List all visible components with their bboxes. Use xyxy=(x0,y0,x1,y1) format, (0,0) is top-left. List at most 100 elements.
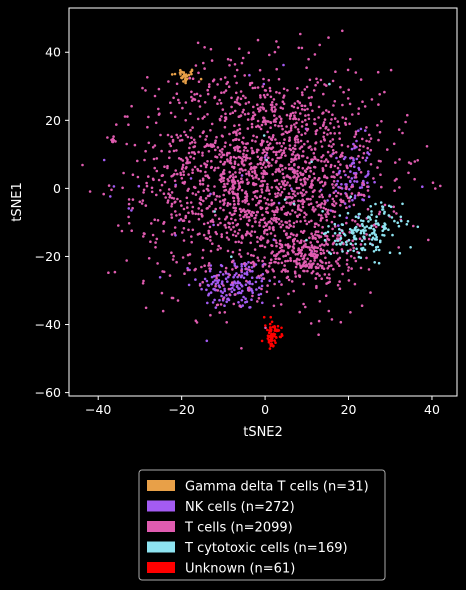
data-point xyxy=(288,114,292,118)
data-point xyxy=(274,341,277,345)
data-point xyxy=(271,110,275,113)
data-point xyxy=(319,78,323,82)
data-point xyxy=(273,339,276,342)
data-point xyxy=(204,170,207,174)
data-point xyxy=(271,173,275,176)
data-point xyxy=(395,212,398,215)
data-point xyxy=(209,249,213,253)
data-point xyxy=(319,217,323,220)
data-point xyxy=(296,87,299,90)
data-point xyxy=(301,257,305,261)
data-point xyxy=(398,158,401,161)
data-point xyxy=(340,229,344,232)
data-point xyxy=(222,284,225,287)
data-point xyxy=(291,189,294,193)
data-point xyxy=(226,57,230,61)
data-point xyxy=(284,270,287,273)
data-point xyxy=(266,93,269,96)
data-point xyxy=(264,154,267,157)
data-point xyxy=(330,318,334,321)
data-point xyxy=(336,120,340,123)
data-point xyxy=(190,235,193,238)
data-point xyxy=(218,153,221,156)
data-point xyxy=(326,230,330,234)
data-point xyxy=(303,211,306,215)
data-point xyxy=(238,287,241,290)
data-point xyxy=(316,178,320,182)
data-point xyxy=(231,260,234,263)
data-point xyxy=(246,209,250,212)
data-point xyxy=(341,223,345,226)
data-point xyxy=(301,194,304,198)
data-point xyxy=(296,215,299,219)
data-point xyxy=(307,166,310,169)
data-point xyxy=(215,135,218,139)
data-point xyxy=(332,170,335,174)
data-point xyxy=(251,149,254,153)
data-point xyxy=(296,128,300,131)
data-point xyxy=(353,220,357,223)
data-point xyxy=(297,206,300,209)
data-point xyxy=(285,201,288,204)
data-point xyxy=(247,112,250,115)
data-point xyxy=(282,96,285,99)
data-point xyxy=(332,143,335,146)
data-point xyxy=(262,93,266,97)
data-point xyxy=(214,207,217,211)
data-point xyxy=(305,222,309,226)
y-tick-label: −60 xyxy=(35,385,61,400)
data-point xyxy=(273,179,277,183)
data-point xyxy=(268,227,271,231)
data-point xyxy=(230,105,233,109)
data-point xyxy=(336,173,339,177)
data-point xyxy=(224,277,228,281)
data-point xyxy=(209,47,213,51)
data-point xyxy=(294,253,298,256)
data-point xyxy=(299,200,303,203)
data-point xyxy=(264,109,268,113)
data-point xyxy=(234,209,237,213)
data-point xyxy=(231,180,234,184)
data-point xyxy=(203,115,206,118)
data-point xyxy=(317,319,321,323)
data-point xyxy=(374,246,378,249)
data-point xyxy=(272,334,276,338)
data-point xyxy=(255,135,259,139)
data-point xyxy=(275,178,279,182)
data-point xyxy=(288,147,291,151)
data-point xyxy=(236,179,240,183)
data-point xyxy=(275,168,278,171)
data-point xyxy=(329,140,332,143)
y-tick-label: −40 xyxy=(35,317,61,332)
data-point xyxy=(184,167,188,170)
data-point xyxy=(259,244,262,248)
data-point xyxy=(193,93,196,96)
data-point xyxy=(326,133,329,136)
data-point xyxy=(160,149,163,153)
data-point xyxy=(244,233,248,237)
data-point xyxy=(206,175,210,179)
data-point xyxy=(380,185,383,189)
data-point xyxy=(206,113,209,116)
data-point xyxy=(273,110,277,113)
data-point xyxy=(187,211,190,215)
data-point xyxy=(324,294,328,298)
data-point xyxy=(250,122,254,126)
data-point xyxy=(170,216,174,219)
data-point xyxy=(318,274,321,277)
data-point xyxy=(211,280,215,284)
data-point xyxy=(293,137,297,141)
data-point xyxy=(267,340,271,344)
data-point xyxy=(267,135,271,139)
data-point xyxy=(250,298,253,302)
data-point xyxy=(290,157,293,161)
data-point xyxy=(278,280,281,283)
data-point xyxy=(185,156,188,160)
data-point xyxy=(257,148,260,152)
data-point xyxy=(256,119,260,123)
data-point xyxy=(346,196,350,200)
data-point xyxy=(281,127,284,131)
data-point xyxy=(233,203,236,206)
data-point xyxy=(347,175,350,179)
data-point xyxy=(271,158,274,161)
